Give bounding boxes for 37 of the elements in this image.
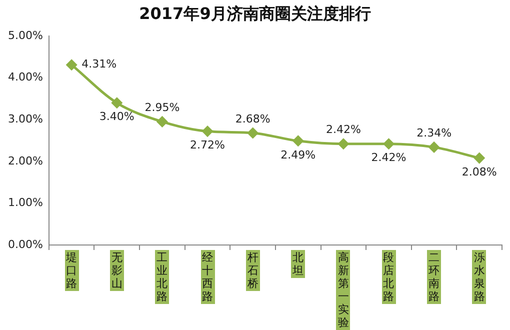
data-label: 2.72%: [190, 138, 225, 152]
point: [202, 126, 213, 137]
y-tick-label: 2.00%: [8, 154, 43, 168]
data-label: 2.95%: [144, 101, 180, 114]
chart-title: 2017年9月济南商圈关注度排行: [138, 4, 372, 25]
data-label: 2.42%: [371, 151, 406, 164]
x-tick-label: 段店北路: [382, 250, 396, 304]
point: [383, 138, 394, 150]
y-tick-label: 1.00%: [8, 196, 43, 210]
x-tick-label: 无影山: [110, 250, 124, 291]
point: [474, 152, 485, 164]
point: [428, 142, 440, 152]
x-tick-label: 堤口路: [64, 250, 79, 291]
y-tick-label: 0.00%: [8, 238, 43, 251]
data-label: 4.31%: [82, 58, 117, 71]
y-tick-label: 4.00%: [8, 70, 43, 84]
x-tick-label: 泺水泉路: [472, 250, 486, 304]
point: [248, 128, 258, 138]
x-tick-label: 高新第一实验: [336, 250, 350, 330]
point: [292, 136, 304, 146]
y-tick-label: 5.00%: [8, 28, 43, 42]
point: [338, 138, 349, 150]
data-label: 3.40%: [99, 110, 134, 124]
x-tick-label: 杆石桥: [246, 250, 260, 291]
x-tick-label: 工业北路: [155, 250, 170, 304]
data-label: 2.08%: [462, 165, 497, 178]
data-label: 2.42%: [326, 123, 361, 136]
x-tick-label: 经十西路: [200, 250, 214, 304]
data-label: 2.68%: [235, 112, 270, 126]
x-tick-label: 北坦: [291, 250, 306, 278]
y-tick-label: 3.00%: [8, 112, 43, 126]
point: [112, 98, 122, 108]
point: [156, 116, 168, 127]
data-label: 2.34%: [416, 126, 452, 140]
data-label: 2.49%: [280, 148, 316, 162]
x-tick-label: 二环南路: [427, 250, 442, 304]
point: [66, 60, 77, 70]
